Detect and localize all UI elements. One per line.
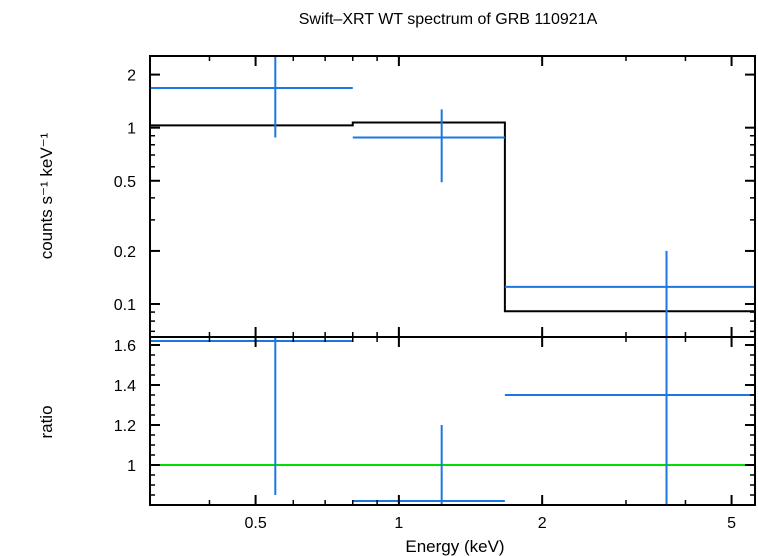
spectrum-y-axis-label: counts s⁻¹ keV⁻¹	[37, 132, 56, 259]
spectrum-y-tick-label: 1	[127, 121, 136, 138]
ratio-y-tick-label: 1.2	[114, 418, 136, 435]
spectrum-y-tick-label: 0.5	[114, 174, 136, 191]
x-tick-label: 2	[538, 515, 547, 532]
spectrum-frame	[149, 55, 756, 338]
plot-panels: 0.1 0.2 0.5 1 2 1 1.2 1.4 1.6 0.5 1 2 5	[114, 55, 756, 532]
spectrum-data-point-1	[150, 56, 353, 138]
spectrum-data-layer	[150, 56, 755, 337]
spectrum-panel: 0.1 0.2 0.5 1 2	[114, 55, 756, 338]
ratio-frame	[149, 336, 756, 506]
x-axis-label: Energy (keV)	[405, 537, 504, 556]
spectrum-data-point-3	[504, 250, 755, 337]
model-step-line	[150, 121, 755, 313]
x-tick-label: 1	[394, 515, 403, 532]
x-tick-label: 5	[727, 515, 736, 532]
ratio-data-point-2	[352, 425, 505, 505]
spectrum-data-point-2	[352, 109, 505, 183]
spectrum-y-tick-label: 0.1	[114, 297, 136, 314]
ratio-y-axis-label: ratio	[37, 405, 56, 438]
ratio-y-tick-label: 1.4	[114, 378, 136, 395]
spectrum-y-tick-label: 0.2	[114, 244, 136, 261]
chart-title: Swift–XRT WT spectrum of GRB 110921A	[299, 11, 598, 28]
x-tick-label: 0.5	[244, 515, 266, 532]
ratio-data-point-1	[150, 337, 353, 495]
ratio-y-tick-label: 1.6	[114, 338, 136, 355]
ratio-data-layer	[150, 337, 755, 505]
ratio-y-tick-label: 1	[127, 458, 136, 475]
ratio-data-point-3	[504, 337, 755, 505]
ratio-panel: 1 1.2 1.4 1.6 0.5 1 2 5	[114, 336, 756, 532]
spectrum-y-tick-label: 2	[127, 68, 136, 85]
